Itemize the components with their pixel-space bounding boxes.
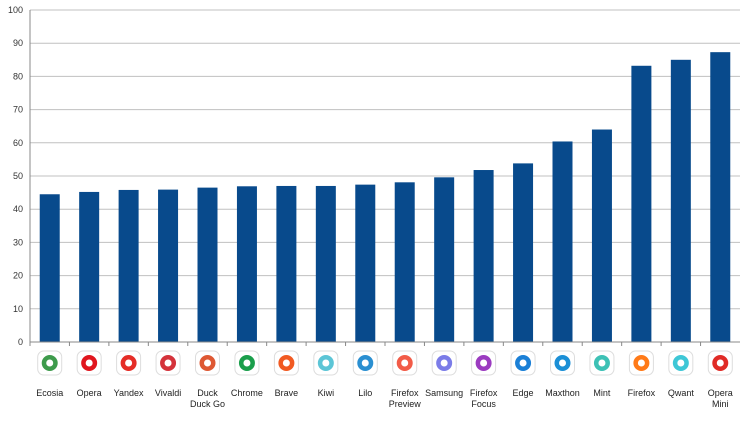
bar bbox=[513, 163, 534, 342]
bar bbox=[158, 189, 179, 342]
category-label: Focus bbox=[471, 399, 496, 409]
firefox-icon bbox=[628, 350, 654, 376]
y-tick-label: 100 bbox=[8, 5, 23, 15]
category-label: Chrome bbox=[231, 388, 263, 398]
category-label: Duck bbox=[197, 388, 218, 398]
bar bbox=[276, 185, 297, 342]
bar bbox=[39, 194, 60, 342]
brave-icon bbox=[273, 350, 299, 376]
category-label: Brave bbox=[275, 388, 299, 398]
category-label: Firefox bbox=[391, 388, 419, 398]
bar bbox=[394, 182, 415, 342]
mint-icon bbox=[589, 350, 615, 376]
category-label: Opera bbox=[708, 388, 733, 398]
bar bbox=[710, 52, 731, 342]
y-tick-label: 70 bbox=[13, 105, 23, 115]
category-label: Qwant bbox=[668, 388, 695, 398]
kiwi-icon bbox=[313, 350, 339, 376]
grid-lines bbox=[30, 9, 740, 343]
category-label: Samsung bbox=[425, 388, 463, 398]
y-tick-label: 0 bbox=[18, 337, 23, 347]
category-label: Duck Go bbox=[190, 399, 225, 409]
bars bbox=[39, 52, 731, 343]
y-tick-label: 20 bbox=[13, 271, 23, 281]
maxthon-icon bbox=[550, 350, 575, 376]
bar bbox=[79, 191, 100, 342]
category-icons bbox=[37, 350, 733, 376]
duckduckgo-icon bbox=[195, 350, 220, 376]
firefox-focus-icon bbox=[471, 350, 497, 376]
y-tick-label: 30 bbox=[13, 237, 23, 247]
bar bbox=[197, 187, 218, 342]
ecosia-icon bbox=[37, 350, 63, 376]
y-tick-label: 10 bbox=[13, 304, 23, 314]
category-label: Yandex bbox=[114, 388, 144, 398]
bar bbox=[236, 186, 257, 342]
category-label: Mint bbox=[593, 388, 611, 398]
bar bbox=[118, 189, 139, 342]
y-axis-tick-labels: 0 10 20 30 40 50 60 70 80 90 100 bbox=[8, 5, 23, 347]
category-label: Lilo bbox=[358, 388, 372, 398]
category-label: Vivaldi bbox=[155, 388, 181, 398]
bar bbox=[473, 170, 494, 342]
firefox-preview-icon bbox=[392, 350, 418, 376]
category-label: Kiwi bbox=[318, 388, 335, 398]
bar bbox=[315, 185, 336, 342]
category-label: Opera bbox=[77, 388, 102, 398]
category-label: Preview bbox=[389, 399, 422, 409]
category-label: Firefox bbox=[628, 388, 656, 398]
opera-icon bbox=[76, 350, 102, 376]
opera-mini-icon bbox=[707, 350, 733, 376]
category-label: Firefox bbox=[470, 388, 498, 398]
bar bbox=[591, 129, 612, 342]
y-tick-label: 90 bbox=[13, 38, 23, 48]
bar bbox=[552, 141, 573, 342]
bar bbox=[355, 184, 376, 342]
y-tick-label: 80 bbox=[13, 71, 23, 81]
bar bbox=[434, 177, 455, 342]
vivaldi-icon bbox=[155, 350, 181, 376]
y-tick-label: 60 bbox=[13, 138, 23, 148]
chrome-icon bbox=[234, 350, 260, 376]
axes bbox=[29, 10, 740, 346]
category-label: Mini bbox=[712, 399, 729, 409]
category-label: Edge bbox=[513, 388, 534, 398]
samsung-internet-icon bbox=[431, 350, 457, 376]
y-tick-label: 50 bbox=[13, 171, 23, 181]
edge-icon bbox=[510, 350, 536, 376]
y-tick-label: 40 bbox=[13, 204, 23, 214]
bar bbox=[670, 59, 691, 343]
yandex-icon bbox=[116, 350, 142, 376]
category-label: Ecosia bbox=[36, 388, 63, 398]
lilo-icon bbox=[352, 350, 378, 376]
bar bbox=[631, 65, 652, 342]
category-label: Maxthon bbox=[545, 388, 580, 398]
qwant-icon bbox=[668, 350, 694, 376]
